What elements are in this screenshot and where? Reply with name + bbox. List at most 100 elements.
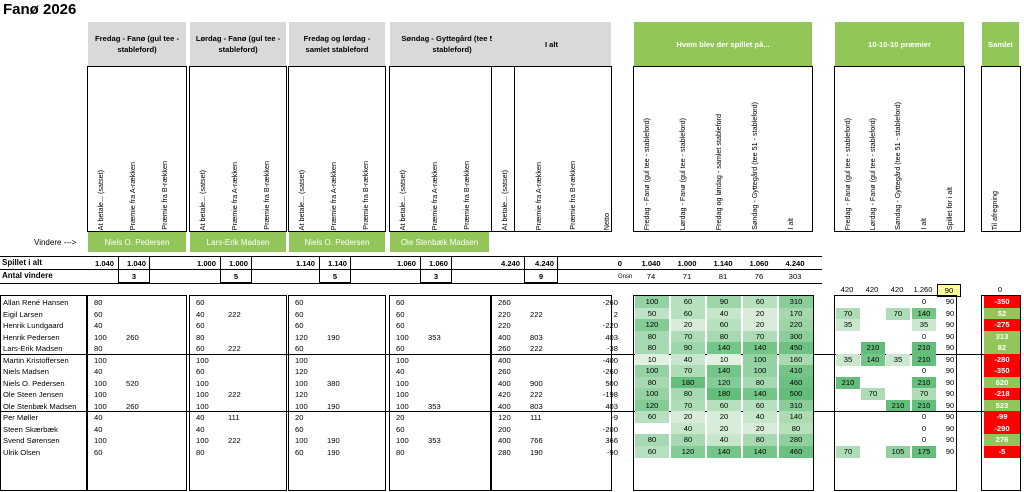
- played-cell: 80: [743, 376, 777, 389]
- pay-cell: 20: [295, 413, 304, 422]
- pay-cell: 40: [94, 413, 103, 422]
- pay-cell: 100: [295, 378, 308, 388]
- subheader-box-1: [87, 66, 187, 232]
- prize-total-2: 420: [865, 285, 879, 294]
- subheader-box-2: [189, 66, 287, 232]
- player-name: Per Møller: [3, 413, 39, 422]
- prize-cell: 210: [912, 399, 936, 412]
- sub-fre-2: Præmie fra A-rækken: [128, 161, 137, 230]
- pay-cell: 60: [295, 321, 304, 330]
- played-cell: 500: [779, 388, 813, 400]
- played-line-bot: [634, 283, 818, 284]
- pay-cell: 60: [94, 309, 103, 319]
- prize-cell: 0: [921, 412, 927, 421]
- subheader-box-8: [981, 66, 1021, 232]
- spillet-box-1: [118, 256, 150, 270]
- prize-cell: 70: [912, 388, 936, 400]
- played-cell: 460: [779, 376, 813, 389]
- total-praemie: 766: [530, 436, 543, 445]
- total-netto: -400: [602, 355, 618, 365]
- pay-cell: 100: [196, 401, 209, 411]
- group-header-6: Hvem blev der spillet på...: [634, 22, 812, 66]
- total-betale: 400: [498, 355, 511, 365]
- played-cell: 40: [707, 434, 741, 446]
- prize-cell: 0: [921, 331, 927, 341]
- antal-box-2: [220, 269, 252, 283]
- pay-cell: 60: [396, 424, 405, 434]
- spillet-betale-1: 1.040: [94, 259, 114, 268]
- pay-cell: 260: [126, 332, 139, 342]
- total-betale: 200: [498, 424, 511, 434]
- prize-cell: [886, 434, 910, 446]
- pay-cell: 100: [94, 332, 107, 342]
- player-name: Eigil Larsen: [3, 309, 43, 319]
- total-praemie: 222: [530, 344, 543, 353]
- prize-cell: 0: [921, 435, 927, 444]
- prize-cell: [886, 377, 910, 389]
- sub-fre-3: Præmie fra B-rækken: [160, 161, 169, 230]
- prize-cell: [861, 434, 885, 446]
- prize-cell: 90: [945, 412, 955, 421]
- prize-cell: 35: [836, 353, 860, 366]
- samlet-cell: 313: [984, 330, 1020, 343]
- played-cell: 80: [635, 330, 669, 343]
- table-box-8: [981, 295, 1021, 491]
- played-cell: 120: [635, 319, 669, 331]
- pay-cell: 60: [295, 309, 304, 319]
- name-column-box: [0, 295, 87, 491]
- sub-prize-1: Fredag - Fanø (gul tee - stableford): [843, 117, 852, 230]
- total-netto: -38: [607, 344, 618, 353]
- pay-cell: 60: [196, 344, 205, 353]
- player-name: Lars-Erik Madsen: [3, 344, 63, 353]
- prize-cell: [861, 446, 885, 458]
- samlet-cell: -350: [984, 296, 1020, 308]
- played-cell: 140: [743, 388, 777, 400]
- played-cell: 70: [671, 399, 705, 412]
- antal-box-1: [118, 269, 150, 283]
- player-name: Martin Kristoffersen: [3, 355, 69, 365]
- played-cell: 100: [743, 365, 777, 377]
- played-cell: 70: [671, 330, 705, 343]
- pay-cell: 222: [228, 436, 241, 445]
- antal-ialt: 9: [538, 272, 544, 281]
- pay-cell: 111: [228, 413, 240, 422]
- spillet-praemie-3: 1.140: [327, 259, 347, 268]
- played-cell: 80: [635, 342, 669, 354]
- pay-cell: 222: [228, 344, 241, 353]
- antal-4: 3: [433, 272, 439, 281]
- pay-cell: 190: [327, 332, 340, 342]
- played-cell: 40: [707, 307, 741, 320]
- played-cell: 310: [779, 399, 813, 412]
- pay-cell: 80: [396, 447, 405, 457]
- sub-samlet-afregning-1: Til afregning: [990, 190, 999, 230]
- played-cell: 180: [707, 388, 741, 400]
- total-praemie: 111: [530, 413, 542, 422]
- pay-cell: 60: [396, 321, 405, 330]
- summary-line-top: [0, 256, 822, 257]
- prize-cell: 210: [861, 342, 885, 354]
- played-cell: 60: [743, 296, 777, 308]
- total-betale: 400: [498, 378, 511, 388]
- prize-cell: 70: [886, 307, 910, 320]
- sub-son-1: At betale... (satset): [398, 169, 407, 230]
- total-netto: -90: [607, 447, 618, 457]
- played-cell: 60: [707, 319, 741, 331]
- pay-cell: 100: [196, 355, 209, 365]
- pay-cell: 100: [295, 355, 308, 365]
- played-cell: 80: [743, 434, 777, 446]
- pay-cell: 60: [396, 344, 405, 353]
- spillet-label: Spillet i alt: [2, 258, 43, 267]
- pay-cell: 100: [196, 378, 209, 388]
- prize-cell: [861, 319, 885, 331]
- played-cell: 80: [635, 434, 669, 446]
- winner-3: Niels O. Pedersen: [289, 232, 385, 252]
- antal-2: 5: [233, 272, 239, 281]
- played-total-1: 1.040: [641, 259, 661, 268]
- sub-lor-1: At betale... (satset): [198, 169, 207, 230]
- samlet-cell: -350: [984, 365, 1020, 377]
- spillet-betale-3: 1.140: [295, 259, 315, 268]
- played-cell: 100: [743, 353, 777, 366]
- prize-cell: [836, 331, 860, 343]
- gnsn-3: 81: [718, 272, 728, 281]
- played-cell: 20: [743, 319, 777, 331]
